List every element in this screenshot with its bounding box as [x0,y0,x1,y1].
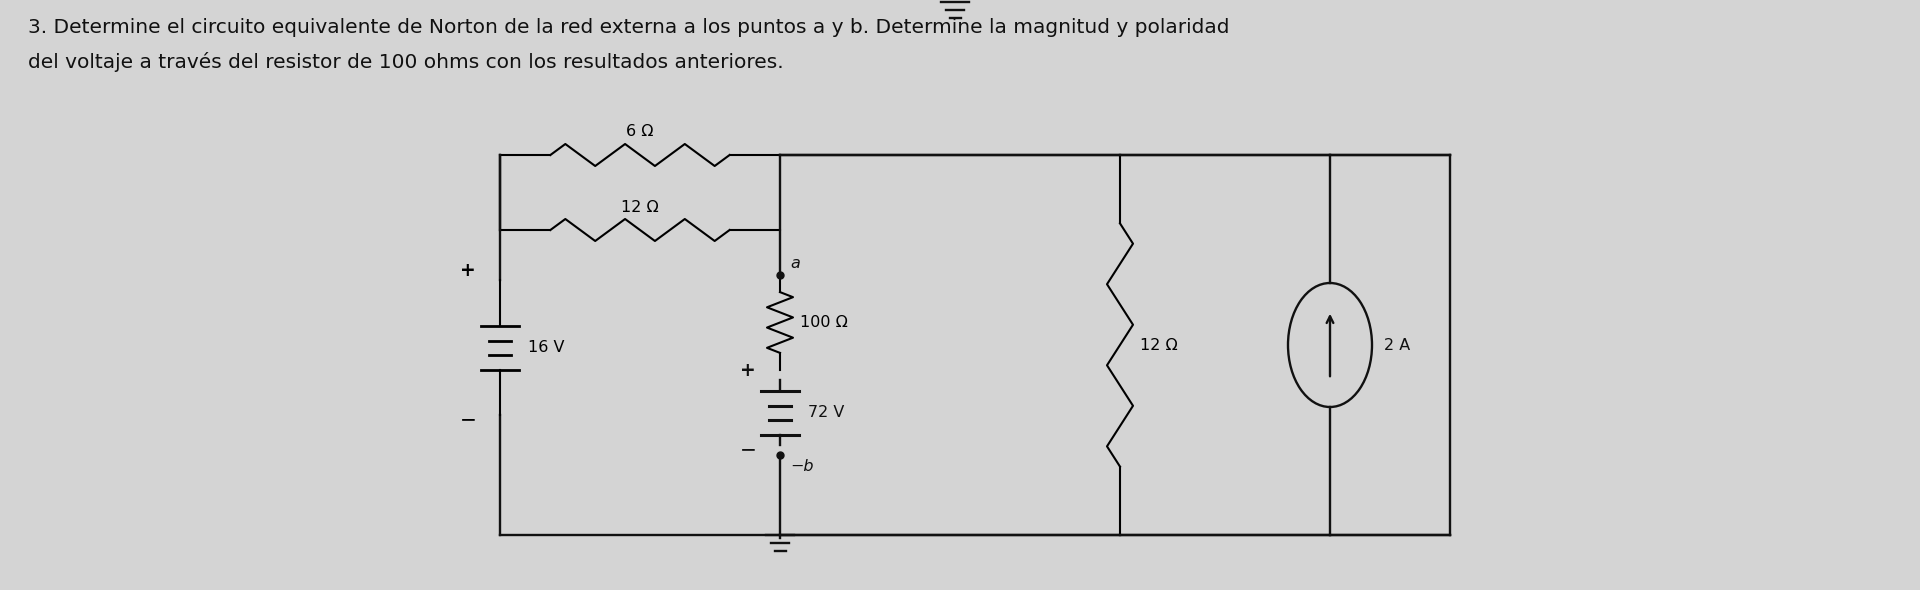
Text: 12 Ω: 12 Ω [622,200,659,215]
Text: 72 V: 72 V [808,405,845,420]
Text: a: a [789,256,801,271]
Text: 16 V: 16 V [528,340,564,355]
Text: 3. Determine el circuito equivalente de Norton de la red externa a los puntos a : 3. Determine el circuito equivalente de … [29,18,1229,37]
Text: −: − [459,410,476,429]
Text: −: − [739,440,756,459]
Text: +: + [739,361,756,380]
Text: +: + [461,261,476,280]
Text: del voltaje a través del resistor de 100 ohms con los resultados anteriores.: del voltaje a través del resistor de 100… [29,52,783,72]
Text: 100 Ω: 100 Ω [801,315,849,330]
Text: −b: −b [789,459,814,474]
Text: 2 A: 2 A [1384,337,1411,352]
Text: 6 Ω: 6 Ω [626,124,653,139]
Text: 12 Ω: 12 Ω [1140,337,1177,352]
